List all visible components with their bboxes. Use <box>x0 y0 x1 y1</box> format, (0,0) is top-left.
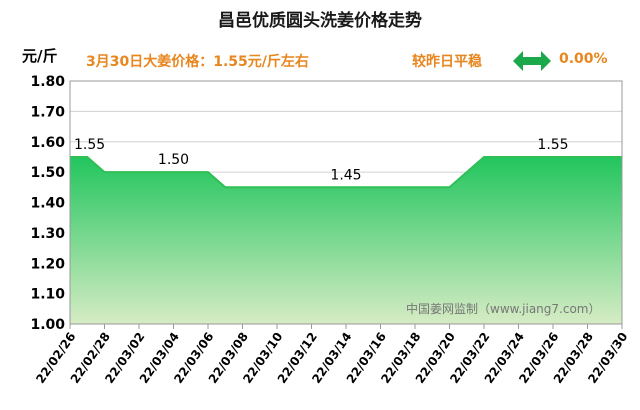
y-tick-label: 1.30 <box>30 226 65 242</box>
y-tick-label: 1.80 <box>30 74 65 90</box>
y-tick-label: 1.10 <box>30 287 65 303</box>
y-unit-label: 元/斤 <box>22 47 58 65</box>
y-tick-label: 1.60 <box>30 135 65 151</box>
trend-label: 较昨日平稳 <box>412 54 482 70</box>
y-tick-label: 1.40 <box>30 196 65 212</box>
change-value: 0.00% <box>559 51 608 67</box>
data-label: 1.55 <box>74 137 105 153</box>
y-tick-label: 1.00 <box>30 317 65 333</box>
y-tick-label: 1.50 <box>30 165 65 181</box>
data-label: 1.45 <box>330 167 361 183</box>
watermark: 中国姜网监制（www.jiang7.com） <box>406 301 600 316</box>
y-tick-label: 1.20 <box>30 256 65 272</box>
price-area <box>70 156 622 324</box>
y-tick-label: 1.70 <box>30 104 65 120</box>
data-label: 1.50 <box>158 152 189 168</box>
double-arrow-icon <box>513 51 551 71</box>
chart-title: 昌邑优质圆头洗姜价格走势 <box>218 11 422 31</box>
price-line <box>70 155 622 189</box>
data-label: 1.55 <box>537 137 568 153</box>
headline-price: 3月30日大姜价格：1.55元/斤左右 <box>86 54 309 70</box>
